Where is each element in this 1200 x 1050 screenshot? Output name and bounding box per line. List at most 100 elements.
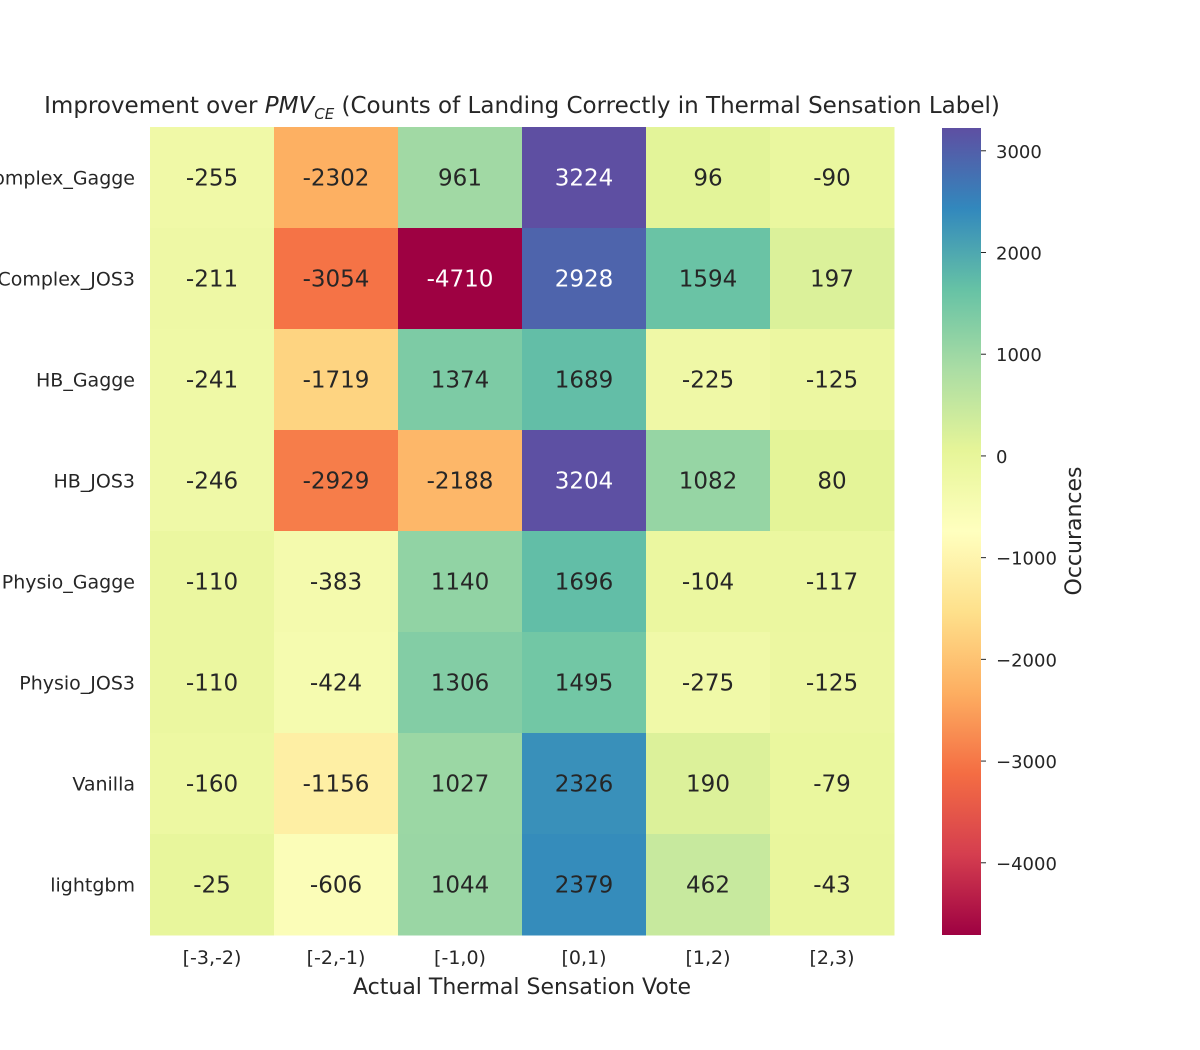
heatmap-cell	[522, 127, 647, 229]
heatmap-cell	[274, 228, 399, 330]
cell-value-label: -2929	[303, 469, 370, 495]
heatmap-cell	[770, 733, 895, 835]
heatmap-cell	[522, 733, 647, 835]
heatmap-cell	[646, 127, 771, 229]
heatmap-cell	[770, 127, 895, 229]
heatmap-cell	[522, 228, 647, 330]
heatmap-cell	[770, 531, 895, 633]
y-tick-label: Vanilla	[72, 774, 135, 796]
y-tick-label: Physio_JOS3	[19, 673, 135, 695]
cell-value-label: -1719	[303, 368, 370, 394]
colorbar	[942, 128, 981, 935]
cell-value-label: 3224	[555, 166, 614, 192]
colorbar-tick-label: 1000	[996, 345, 1042, 366]
heatmap-cell	[770, 329, 895, 431]
heatmap-cell	[646, 834, 771, 936]
heatmap-cell	[770, 228, 895, 330]
cell-value-label: 1306	[431, 671, 490, 697]
cell-value-label: -211	[186, 267, 238, 293]
cell-value-label: -275	[682, 671, 734, 697]
heatmap-cell	[522, 531, 647, 633]
cell-value-label: -4710	[427, 267, 494, 293]
cell-value-label: 2326	[555, 772, 614, 798]
cell-value-label: 1689	[555, 368, 614, 394]
heatmap-cell	[274, 329, 399, 431]
cell-value-label: 2928	[555, 267, 614, 293]
cell-value-label: -606	[310, 873, 362, 899]
cell-value-label: -225	[682, 368, 734, 394]
heatmap-cell	[274, 430, 399, 532]
cell-value-label: -25	[193, 873, 231, 899]
y-tick-label: HB_Gagge	[36, 370, 135, 392]
heatmap-cells: -255 -2302 961 3224 96 -90 -211 -3054 -4710 2928 1…	[150, 127, 895, 936]
colorbar-tick-label: −1000	[996, 549, 1057, 570]
cell-value-label: 1027	[431, 772, 490, 798]
heatmap-cell	[398, 127, 523, 229]
colorbar-tick-label: 0	[996, 447, 1007, 468]
cell-value-label: -246	[186, 469, 238, 495]
cell-value-label: -255	[186, 166, 238, 192]
heatmap-cell	[150, 329, 275, 431]
cell-value-label: 96	[693, 166, 722, 192]
x-tick-label: [-2,-1)	[307, 947, 366, 969]
heatmap-cell	[150, 632, 275, 734]
cell-value-label: 1594	[679, 267, 738, 293]
chart-title: Improvement over PMVCE (Counts of Landin…	[44, 93, 1000, 123]
heatmap-cell	[522, 632, 647, 734]
heatmap-cell	[274, 632, 399, 734]
heatmap-cell	[522, 430, 647, 532]
cell-value-label: 1082	[679, 469, 738, 495]
y-tick-label: lightgbm	[50, 875, 135, 897]
cell-value-label: 3204	[555, 469, 614, 495]
cell-value-label: 1696	[555, 570, 614, 596]
heatmap-cell	[150, 834, 275, 936]
cell-value-label: -79	[813, 772, 851, 798]
y-tick-label: Physio_Gagge	[2, 572, 135, 594]
colorbar-ticks: 3000 2000 1000 0 −1000 −2000 −3000 −4000	[981, 142, 1057, 875]
y-tick-label: HB_JOS3	[53, 471, 135, 493]
cell-value-label: -383	[310, 570, 362, 596]
y-tick-label: omplex_Gagge	[0, 168, 135, 190]
heatmap-cell	[398, 329, 523, 431]
heatmap-cell	[150, 430, 275, 532]
heatmap-cell	[398, 733, 523, 835]
cell-value-label: 961	[438, 166, 482, 192]
cell-value-label: -2188	[427, 469, 494, 495]
heatmap-cell	[646, 632, 771, 734]
cell-value-label: -117	[806, 570, 858, 596]
heatmap-cell	[770, 632, 895, 734]
heatmap-cell	[398, 430, 523, 532]
heatmap-cell	[150, 531, 275, 633]
heatmap-cell	[150, 127, 275, 229]
heatmap-cell	[274, 834, 399, 936]
heatmap-cell	[646, 329, 771, 431]
cell-value-label: -125	[806, 368, 858, 394]
x-tick-label: [-1,0)	[434, 947, 486, 969]
x-tick-label: [2,3)	[809, 947, 854, 969]
colorbar-tick-label: −4000	[996, 854, 1057, 875]
cell-value-label: 1374	[431, 368, 490, 394]
cell-value-label: -1156	[303, 772, 370, 798]
cell-value-label: -90	[813, 166, 851, 192]
colorbar-tick-label: −3000	[996, 752, 1057, 773]
heatmap-cell	[274, 127, 399, 229]
cell-value-label: -2302	[303, 166, 370, 192]
cell-value-label: 190	[686, 772, 730, 798]
cell-value-label: -110	[186, 671, 238, 697]
heatmap-cell	[274, 531, 399, 633]
heatmap-cell	[646, 228, 771, 330]
heatmap-cell	[398, 228, 523, 330]
colorbar-label: Occurances	[1062, 466, 1087, 595]
heatmap-cell	[398, 531, 523, 633]
heatmap-cell	[398, 632, 523, 734]
cell-value-label: -125	[806, 671, 858, 697]
cell-value-label: 1140	[431, 570, 490, 596]
x-axis-ticks: [-3,-2) [-2,-1) [-1,0) [0,1) [1,2) [2,3)	[183, 947, 855, 969]
heatmap-cell	[522, 329, 647, 431]
heatmap-cell	[646, 531, 771, 633]
cell-value-label: -424	[310, 671, 362, 697]
cell-value-label: -241	[186, 368, 238, 394]
heatmap-cell	[770, 834, 895, 936]
x-tick-label: [1,2)	[685, 947, 730, 969]
